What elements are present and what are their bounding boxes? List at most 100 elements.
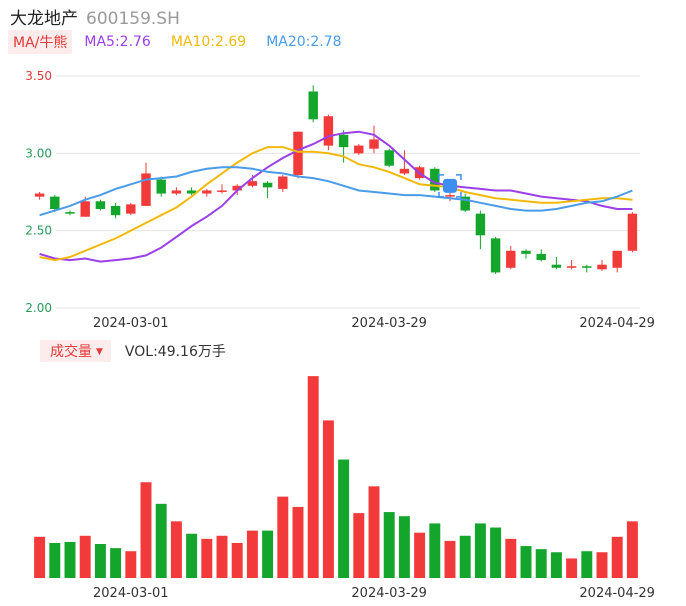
candle-body [369,139,379,149]
candle-body [126,204,136,214]
x-tick-label: 2024-03-01 [93,316,169,331]
candle-body [232,185,242,191]
volume-bar [444,540,456,578]
y-tick-label: 3.50 [25,69,52,83]
ma10-value: MA10:2.69 [170,34,247,50]
volume-bar [277,496,289,578]
candle-body [95,201,106,210]
candle-body [536,253,546,261]
ma-lines [39,130,633,263]
candle-body [217,190,227,192]
y-tick-label: 2.50 [25,224,52,238]
ma5-value: MA5:2.76 [84,34,151,50]
candle-body [384,150,394,166]
volume-bar [429,523,441,578]
volume-bar [262,530,274,578]
volume-legend: 成交量 ▼ VOL:49.16万手 [40,340,226,362]
marker-icon-body [443,178,457,193]
ma20-value: MA20:2.78 [266,34,342,50]
candle-body [506,250,516,268]
volume-bar [368,486,380,578]
candlestick-series [34,85,638,274]
candle-body [156,179,166,194]
ma-indicator-selector[interactable]: MA/牛熊 [8,30,73,54]
caret-down-icon: ▼ [96,347,103,357]
candle-body [445,195,455,197]
candle-body [475,213,486,236]
volume-bar [398,516,410,578]
x-tick-label: 2024-03-29 [351,586,427,601]
candle-body [323,116,334,146]
candle-body [354,145,364,154]
stock-code: 600159.SH [86,9,180,29]
ma-legend: MA/牛熊 MA5:2.76 MA10:2.69 MA20:2.78 [8,30,356,54]
candle-body [597,264,607,270]
volume-bar [34,536,46,578]
volume-bar [94,544,106,578]
volume-bar [201,538,213,578]
x-tick-label: 2024-03-29 [351,316,427,331]
candle-body [627,213,638,251]
volume-bar [550,552,562,578]
candle-body [308,91,318,120]
volume-indicator-label: 成交量 [50,344,92,360]
y-tick-label: 2.00 [25,301,52,315]
volume-bar [186,533,198,578]
candle-body [80,201,90,217]
candle-body [34,193,45,197]
volume-bar [49,542,61,578]
volume-bar [170,521,182,578]
volume-bar [459,535,471,578]
volume-bar [307,376,319,578]
volume-bar [246,530,258,578]
stock-header: 大龙地产 600159.SH [10,4,180,29]
volume-bar [566,558,578,578]
volume-bar [155,503,167,578]
volume-bar [414,532,426,578]
volume-bar [353,513,365,578]
stock-name: 大龙地产 [10,9,78,29]
y-tick-label: 3.00 [25,146,52,160]
candle-body [141,173,151,206]
volume-bar [64,541,76,578]
volume-bar [490,527,502,578]
candle-body [202,190,212,194]
candle-body [293,131,303,175]
candle-body [247,181,258,186]
candle-body [171,190,182,194]
volume-bar [581,551,593,578]
volume-value: VOL:49.16万手 [124,344,226,360]
volume-bar [474,523,486,578]
volume-bar [216,535,228,578]
candle-body [460,196,470,211]
x-tick-label: 2024-04-29 [579,586,655,601]
volume-bar [79,535,91,578]
candle-body [566,266,577,268]
candle-body [50,196,60,210]
candle-body [612,250,622,268]
volume-bars [34,376,638,578]
volume-bar [110,548,122,578]
candle-body [521,250,531,254]
price-x-axis: 2024-03-01 2024-03-29 2024-04-29 [93,316,655,331]
candle-body [430,168,440,191]
x-tick-label: 2024-03-01 [93,586,169,601]
ma5-line [39,130,633,263]
candle-body [490,238,501,273]
volume-bar [125,551,137,578]
ma10-line [39,146,633,262]
volume-bar [322,420,334,578]
volume-bar [231,542,243,578]
volume-bar [505,538,517,578]
candle-body [278,176,288,189]
x-tick-label: 2024-04-29 [579,316,655,331]
candle-body [338,134,349,148]
marker-icon[interactable] [438,174,462,198]
candle-body [582,266,592,268]
volume-bar [596,552,608,578]
volume-bar [535,549,547,578]
volume-bar [626,521,638,578]
price-grid [56,75,640,309]
volume-indicator-selector[interactable]: 成交量 ▼ [40,340,111,362]
